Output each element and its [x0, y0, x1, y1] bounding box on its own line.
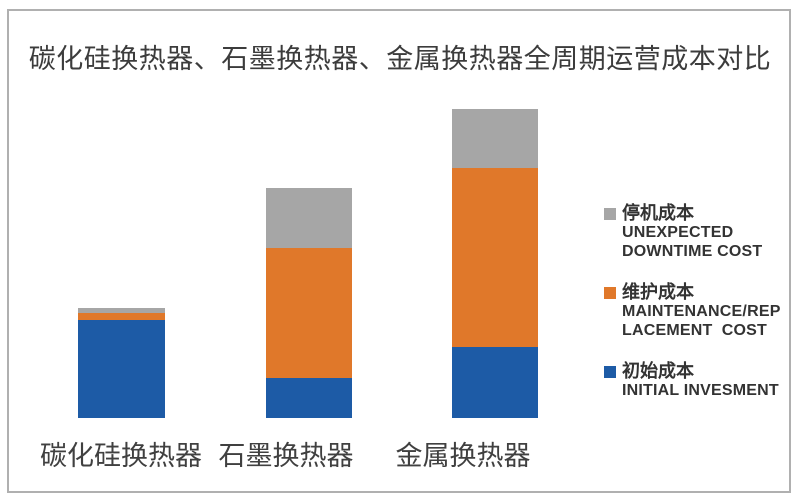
bar-2-segment-maintenance — [266, 248, 352, 379]
legend-swatch-icon — [604, 207, 616, 220]
bar-3-segment-initial — [452, 346, 538, 418]
bar-2 — [266, 188, 352, 418]
legend-item-downtime: 停机成本 UNEXPECTED DOWNTIME COST — [604, 203, 794, 261]
bar-1 — [78, 308, 165, 418]
bar-1-segment-maintenance — [78, 312, 165, 320]
legend-item-head: 停机成本 — [604, 203, 794, 224]
legend-label-en-line: MAINTENANCE/REP — [622, 303, 781, 320]
bar-1-segment-initial — [78, 320, 165, 418]
legend-label-en-line: LACEMENT COST — [622, 321, 768, 339]
bar-2-segment-initial — [266, 378, 352, 418]
x-axis-label-2: 石墨换热器 — [218, 441, 354, 471]
legend-label-en-line: UNEXPECTED — [622, 224, 734, 241]
legend-label-zh: 初始成本 — [622, 361, 694, 381]
legend-swatch-icon — [604, 365, 616, 378]
legend-item-head: 维护成本 — [604, 282, 794, 303]
x-axis-label-3: 金属换热器 — [395, 441, 531, 471]
plot-area: 碳化硅换热器 石墨换热器 金属换热器 — [40, 109, 538, 471]
legend-label-en-line: INITIAL INVESMENT — [622, 382, 779, 399]
bar-3-segment-maintenance — [452, 168, 538, 347]
legend-item-maintenance: 维护成本 MAINTENANCE/REP LACEMENT COST — [604, 282, 794, 340]
legend-item-initial: 初始成本 INITIAL INVESMENT — [604, 361, 794, 401]
legend-label-zh: 停机成本 — [622, 203, 694, 223]
legend-item-head: 初始成本 — [604, 361, 794, 382]
legend: 停机成本 UNEXPECTED DOWNTIME COST 维护成本 MAINTENAN… — [604, 203, 794, 422]
bar-2-segment-downtime — [266, 188, 352, 249]
legend-label-en-line: DOWNTIME COST — [622, 242, 763, 260]
legend-swatch-icon — [604, 286, 616, 299]
bar-1-segment-downtime — [78, 308, 165, 313]
legend-label-zh: 维护成本 — [622, 282, 694, 302]
chart-title: 碳化硅换热器、石墨换热器、金属换热器全周期运营成本对比 — [28, 44, 772, 74]
bar-3 — [452, 109, 538, 418]
bar-3-segment-downtime — [452, 109, 538, 169]
x-axis-label-1: 碳化硅换热器 — [40, 441, 202, 471]
